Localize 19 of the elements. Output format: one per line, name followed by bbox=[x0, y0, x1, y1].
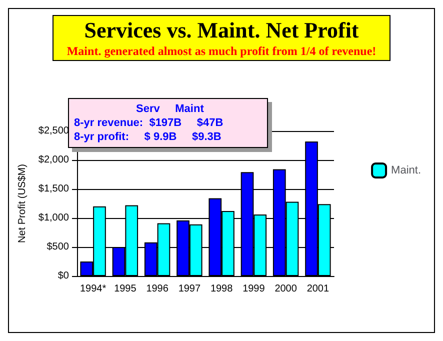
y-tick-label: $0 bbox=[58, 270, 70, 282]
x-tick-label: 1996 bbox=[146, 284, 169, 294]
y-axis-title: Net Profit (US$M) bbox=[17, 164, 28, 243]
x-tick-label: 1994* bbox=[80, 284, 106, 294]
x-tick-label: 1995 bbox=[114, 284, 137, 294]
y-tick-label: $500 bbox=[46, 242, 70, 252]
chart-title: Services vs. Maint. Net Profit bbox=[84, 18, 360, 42]
x-tick-label: 1999 bbox=[242, 284, 266, 294]
x-tick-label: 2000 bbox=[274, 284, 298, 294]
y-tick-label: $2,500 bbox=[38, 126, 70, 136]
y-tick-label: $1,000 bbox=[38, 212, 70, 224]
y-tick-label: $2,000 bbox=[38, 154, 70, 166]
x-tick-label: 1997 bbox=[178, 284, 201, 294]
y-tick-label: $1,500 bbox=[38, 184, 70, 194]
x-tick-label: 2001 bbox=[306, 284, 330, 294]
annotation: 8-yr profit: $ 9.9B $9.3B bbox=[74, 130, 222, 144]
chart-subtitle: Maint. generated almost as much profit from 1/4 of revenue! bbox=[66, 44, 376, 58]
legend-label: Maint. bbox=[391, 164, 422, 176]
x-tick-label: 1998 bbox=[210, 284, 234, 294]
